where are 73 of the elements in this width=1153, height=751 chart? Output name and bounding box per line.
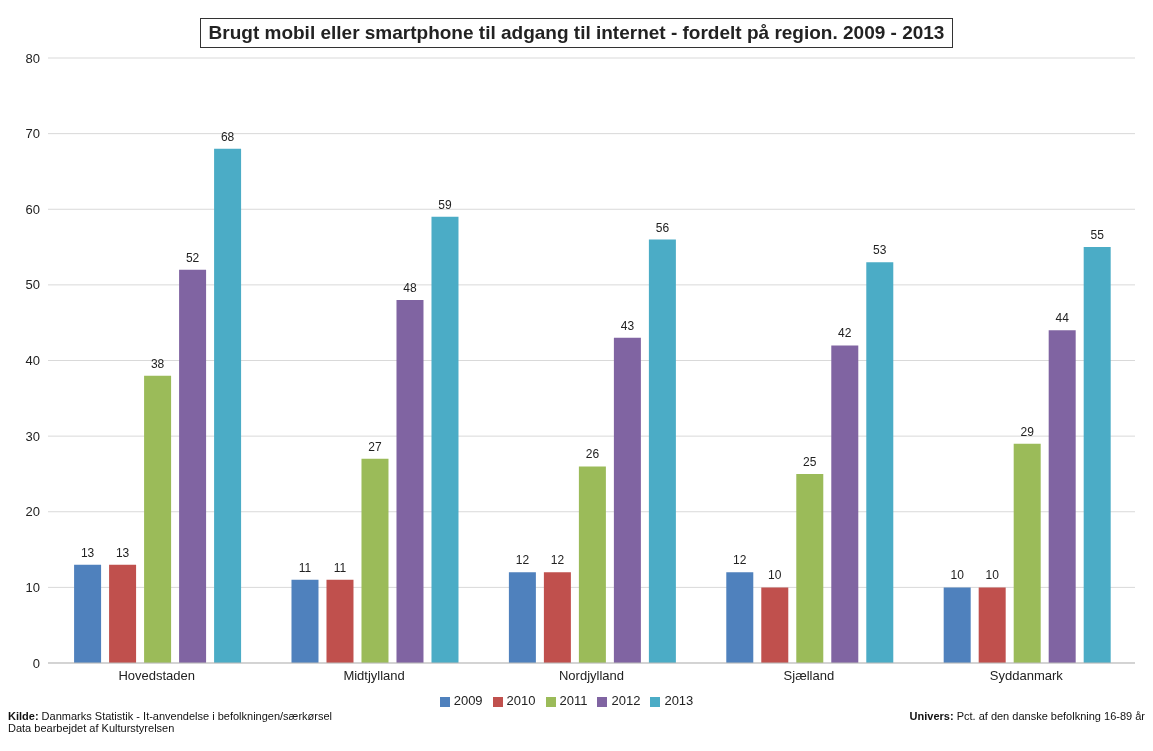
bar (648, 239, 676, 663)
data-label: 11 (298, 560, 312, 575)
x-tick-label: Midtjylland (343, 668, 405, 684)
legend-label: 2013 (664, 693, 694, 708)
bar (291, 579, 319, 663)
bar (1048, 330, 1076, 663)
x-tick-label: Syddanmark (989, 668, 1064, 684)
data-label: 42 (838, 326, 852, 341)
data-label: 12 (550, 553, 565, 568)
bar (144, 375, 172, 663)
bar (866, 262, 894, 663)
bar (978, 587, 1006, 663)
data-label: 27 (368, 439, 382, 454)
chart-title: Brugt mobil eller smartphone til adgang til internet - fordelt på region. 2009 - 2013 (199, 18, 954, 48)
bar (831, 345, 859, 663)
bar (431, 216, 459, 663)
legend-label: 2012 (611, 693, 641, 708)
legend-label: 2009 (453, 693, 483, 708)
y-tick-label: 30 (25, 428, 40, 444)
data-label: 38 (150, 356, 165, 371)
data-label: 52 (185, 250, 200, 265)
bar (508, 572, 536, 663)
legend-label: 2010 (506, 693, 536, 708)
x-tick-label: Sjælland (783, 668, 835, 684)
bar (361, 458, 389, 663)
y-tick-label: 50 (25, 277, 40, 293)
data-label: 44 (1055, 311, 1070, 326)
data-label: 53 (873, 243, 887, 258)
bar (1083, 247, 1111, 663)
bar (578, 466, 606, 663)
text: Data bearbejdet af Kulturstyrelsen (8, 722, 175, 734)
data-label: 26 (585, 447, 600, 462)
bar (726, 572, 754, 663)
bar (1013, 443, 1041, 663)
y-tick-label: 20 (25, 504, 40, 520)
data-label: 10 (985, 568, 1000, 583)
data-label: 48 (403, 281, 417, 295)
text: Univers: Pct. af den danske befolkning 16-89 år (909, 710, 1145, 722)
bar (396, 300, 424, 663)
bar (109, 564, 137, 663)
data-label: 59 (438, 197, 452, 212)
bar (214, 148, 242, 663)
data-label: 68 (220, 129, 235, 144)
bar (796, 473, 824, 663)
data-label: 11 (333, 560, 347, 575)
data-label: 12 (515, 553, 530, 568)
bar (943, 587, 971, 663)
y-tick-label: 80 (25, 50, 40, 66)
bar (543, 572, 571, 663)
data-label: 12 (733, 553, 747, 568)
y-tick-label: 0 (32, 655, 40, 671)
text: Kilde: Danmarks Statistik - It-anvendelse i befolkningen/særkørsel (8, 710, 333, 722)
y-tick-label: 60 (25, 201, 40, 217)
data-label: 29 (1020, 424, 1035, 439)
bar (761, 587, 789, 663)
data-label: 13 (115, 545, 130, 560)
data-label: 13 (80, 545, 95, 560)
x-tick-label: Nordjylland (558, 668, 625, 684)
data-label: 10 (950, 568, 965, 583)
data-label: 43 (620, 318, 635, 333)
y-tick-label: 40 (25, 353, 40, 369)
bar (326, 579, 354, 663)
legend-label: 2011 (559, 693, 588, 708)
data-label: 56 (655, 220, 670, 235)
y-tick-label: 10 (25, 579, 40, 595)
bar (613, 337, 641, 663)
y-tick-label: 70 (25, 126, 40, 142)
data-label: 25 (803, 454, 817, 469)
data-label: 10 (768, 568, 782, 583)
bar (74, 564, 102, 663)
bar (179, 269, 207, 663)
x-tick-label: Hovedstaden (118, 668, 196, 684)
data-label: 55 (1090, 228, 1105, 243)
